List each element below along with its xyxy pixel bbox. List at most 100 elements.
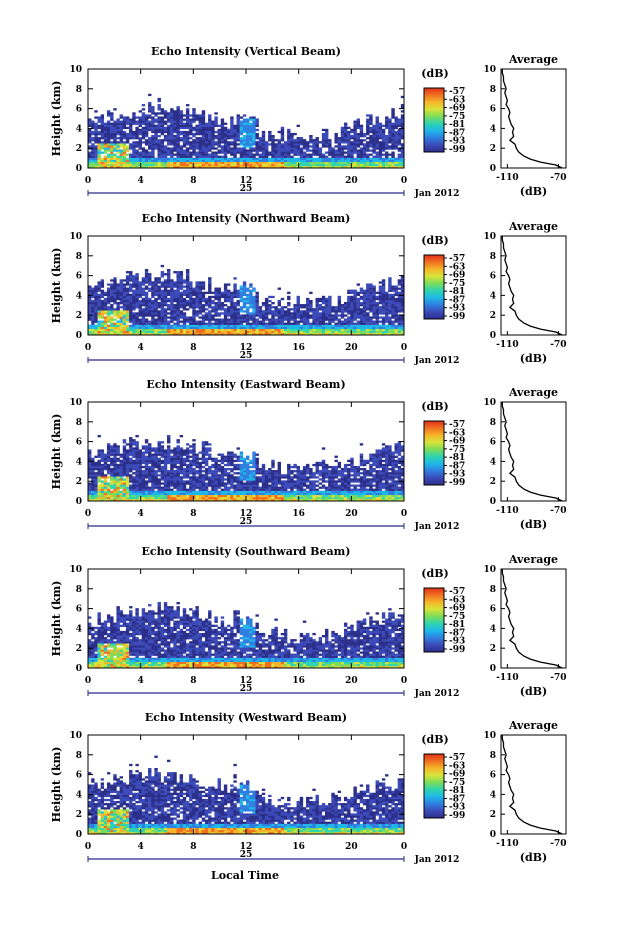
heatmap-cell	[163, 490, 168, 493]
heatmap-cell	[353, 147, 357, 150]
heatmap-cell	[163, 470, 168, 473]
heatmap-cell	[293, 308, 297, 311]
heatmap-cell	[312, 165, 316, 169]
heatmap-cell	[113, 149, 117, 152]
heatmap-cell	[214, 163, 218, 167]
heatmap-cell	[157, 279, 161, 282]
heatmap-cell	[125, 478, 130, 481]
heatmap-cell	[362, 297, 367, 301]
heatmap-cell	[160, 108, 165, 111]
heatmap-cell	[328, 297, 332, 301]
heatmap-cell	[280, 139, 285, 142]
heatmap-cell	[394, 293, 398, 297]
heatmap-cell	[154, 310, 158, 313]
heatmap-cell	[195, 159, 199, 163]
heatmap-cell	[110, 118, 114, 121]
heatmap-cell	[293, 310, 297, 313]
heatmap-cell	[119, 455, 124, 458]
heatmap-cell	[160, 314, 165, 317]
heatmap-cell	[119, 472, 124, 475]
heatmap-cell	[167, 151, 171, 154]
heatmap-cell	[144, 465, 149, 469]
heatmap-cell	[201, 112, 206, 115]
heatmap-cell	[362, 332, 367, 336]
heatmap-cell	[100, 457, 105, 460]
heatmap-cell	[129, 451, 133, 454]
heatmap-cell	[100, 498, 105, 502]
average-y-tick-label: 6	[490, 105, 496, 115]
heatmap-cell	[201, 157, 206, 160]
heatmap-cell	[277, 316, 282, 319]
heatmap-cell	[144, 141, 149, 144]
heatmap-cell	[249, 151, 253, 154]
heatmap-cell	[362, 132, 367, 136]
heatmap-cell	[356, 149, 361, 152]
heatmap-cell	[353, 157, 357, 160]
heatmap-cell	[334, 165, 338, 169]
heatmap-cell	[94, 295, 98, 299]
heatmap-cell	[343, 322, 348, 325]
heatmap-cell	[385, 328, 389, 332]
heatmap-cell	[110, 461, 114, 465]
heatmap-cell	[356, 306, 361, 309]
heatmap-cell	[287, 310, 291, 313]
heatmap-cell	[91, 120, 95, 123]
heatmap-cell	[306, 165, 310, 169]
heatmap-cell	[242, 326, 247, 330]
heatmap-cell	[252, 324, 256, 327]
heatmap-cell	[122, 457, 127, 460]
heatmap-cell	[195, 330, 199, 334]
heatmap-cell	[157, 157, 161, 160]
heatmap-cell	[163, 451, 168, 454]
heatmap-cell	[122, 306, 127, 309]
heatmap-cell	[129, 122, 133, 125]
heatmap-cell	[94, 461, 98, 465]
heatmap-cell	[283, 328, 288, 332]
heatmap-cell	[141, 130, 146, 134]
heatmap-cell	[239, 139, 244, 142]
heatmap-cell	[328, 153, 332, 156]
heatmap-cell	[208, 137, 212, 140]
heatmap-cell	[157, 126, 161, 130]
heatmap-cell	[141, 488, 146, 491]
heatmap-cell	[157, 474, 161, 477]
heatmap-cell	[110, 163, 114, 167]
heatmap-cell	[268, 312, 272, 315]
heatmap-cell	[157, 470, 161, 473]
heatmap-cell	[129, 324, 133, 327]
heatmap-cell	[388, 163, 392, 167]
heatmap-cell	[129, 449, 133, 452]
heatmap-cell	[227, 310, 231, 313]
heatmap-cell	[173, 295, 177, 299]
heatmap-cell	[372, 145, 376, 148]
heatmap-cell	[372, 328, 376, 332]
heatmap-cell	[239, 116, 244, 119]
heatmap-cell	[208, 161, 212, 165]
heatmap-cell	[400, 95, 405, 99]
heatmap-cell	[91, 165, 95, 169]
heatmap-cell	[106, 161, 111, 165]
heatmap-cell	[182, 330, 187, 334]
heatmap-cell	[290, 161, 294, 165]
heatmap-cell	[157, 277, 161, 280]
heatmap-cell	[337, 330, 342, 334]
heatmap-cell	[100, 468, 105, 471]
heatmap-cell	[132, 157, 136, 160]
heatmap-cell	[170, 297, 174, 301]
heatmap-cell	[236, 322, 240, 325]
heatmap-cell	[233, 324, 237, 327]
heatmap-cell	[343, 165, 348, 169]
heatmap-cell	[400, 157, 405, 160]
heatmap-cell	[176, 308, 180, 311]
heatmap-cell	[94, 465, 98, 469]
heatmap-cell	[154, 306, 158, 309]
heatmap-cell	[356, 312, 361, 315]
average-x-tick-label: -110	[496, 340, 519, 350]
heatmap-cell	[129, 486, 133, 489]
heatmap-cell	[195, 295, 199, 299]
heatmap-cell	[239, 306, 244, 309]
heatmap-cell	[271, 163, 275, 167]
heatmap-cell	[125, 287, 130, 290]
heatmap-cell	[88, 135, 92, 138]
heatmap-cell	[157, 155, 161, 158]
